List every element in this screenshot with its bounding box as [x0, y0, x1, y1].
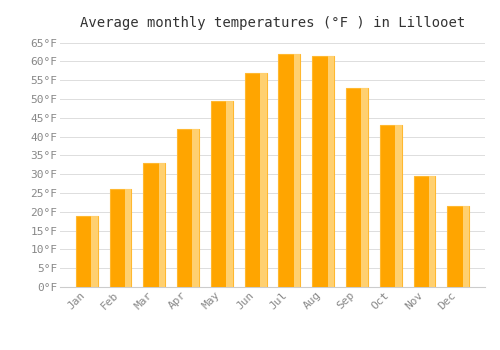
- Bar: [380, 125, 402, 287]
- Bar: [192, 129, 199, 287]
- Bar: [211, 101, 233, 287]
- Bar: [110, 189, 132, 287]
- Bar: [448, 206, 469, 287]
- Bar: [76, 216, 98, 287]
- Bar: [158, 163, 166, 287]
- Bar: [294, 54, 300, 287]
- Bar: [91, 216, 98, 287]
- Bar: [260, 72, 266, 287]
- Bar: [177, 129, 199, 287]
- Bar: [125, 189, 132, 287]
- Bar: [144, 163, 166, 287]
- Bar: [362, 88, 368, 287]
- Bar: [328, 56, 334, 287]
- Bar: [312, 56, 334, 287]
- Bar: [244, 72, 266, 287]
- Bar: [414, 176, 436, 287]
- Bar: [346, 88, 368, 287]
- Bar: [278, 54, 300, 287]
- Bar: [226, 101, 233, 287]
- Bar: [462, 206, 469, 287]
- Title: Average monthly temperatures (°F ) in Lillooet: Average monthly temperatures (°F ) in Li…: [80, 16, 465, 30]
- Bar: [429, 176, 436, 287]
- Bar: [395, 125, 402, 287]
